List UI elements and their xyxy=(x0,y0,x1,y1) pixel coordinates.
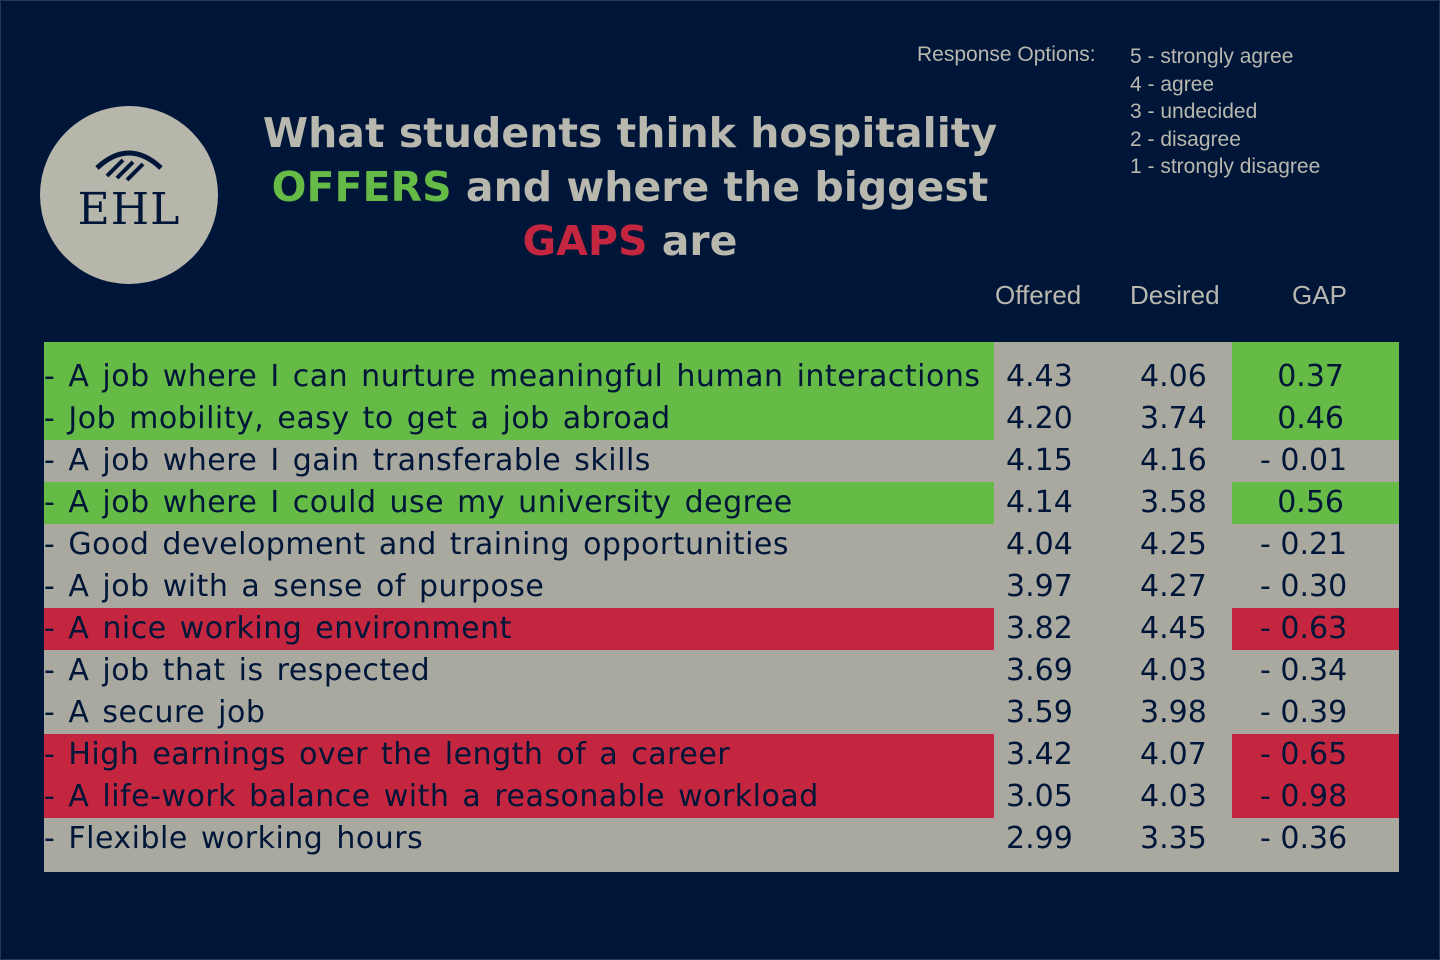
row-offered-value: 4.14 xyxy=(1006,485,1073,520)
title-line-2: OFFERS and where the biggest xyxy=(260,160,1000,214)
row-label: - High earnings over the length of a car… xyxy=(44,737,731,772)
row-label-highlight xyxy=(44,776,994,818)
row-desired-value: 3.98 xyxy=(1140,695,1207,730)
table-row: - A job where I can nurture meaningful h… xyxy=(44,342,1399,398)
row-offered-value: 2.99 xyxy=(1006,821,1073,856)
row-label: - Job mobility, easy to get a job abroad xyxy=(44,401,671,436)
ehl-arches-icon xyxy=(95,150,163,182)
row-gap-value: 0.56 xyxy=(1277,485,1344,520)
table-row: - A secure job 3.59 3.98 - 0.39 xyxy=(44,692,1399,734)
response-option: 1 - strongly disagree xyxy=(1130,155,1321,178)
row-offered-value: 3.59 xyxy=(1006,695,1073,730)
row-label: - A life-work balance with a reasonable … xyxy=(44,779,819,814)
row-gap-highlight xyxy=(1232,776,1399,818)
row-gap-value: 0.37 xyxy=(1277,359,1344,394)
row-desired-value: 4.45 xyxy=(1140,611,1207,646)
response-options-label: Response Options: xyxy=(917,43,1096,66)
row-label: - Flexible working hours xyxy=(44,821,424,856)
title-line-2-rest: and where the biggest xyxy=(465,163,989,211)
row-gap-value: - 0.65 xyxy=(1260,737,1348,772)
row-label-highlight xyxy=(44,342,994,398)
table-row: - A life-work balance with a reasonable … xyxy=(44,776,1399,818)
response-option: 5 - strongly agree xyxy=(1130,45,1294,68)
response-option: 4 - agree xyxy=(1130,72,1215,96)
row-gap-value: - 0.34 xyxy=(1260,653,1348,688)
row-label: - A secure job xyxy=(44,695,266,730)
table-row: - A job with a sense of purpose 3.97 4.27 -… xyxy=(44,566,1399,608)
response-option: 3 - undecided xyxy=(1130,100,1258,123)
table-row: - Good development and training opportun… xyxy=(44,524,1399,566)
table-row: - A nice working environment 3.82 4.45 - 0.… xyxy=(44,608,1399,650)
row-desired-value: 4.03 xyxy=(1140,779,1207,814)
row-gap-value: 0.46 xyxy=(1277,401,1344,436)
row-label-highlight xyxy=(44,608,994,650)
chart-title: What students think hospitality OFFERS a… xyxy=(260,106,1000,268)
row-desired-value: 4.07 xyxy=(1140,737,1207,772)
row-gap-highlight xyxy=(1232,482,1399,524)
row-offered-value: 3.42 xyxy=(1006,737,1073,772)
row-label: - A job where I gain transferable skills xyxy=(44,443,651,478)
row-gap-highlight xyxy=(1232,734,1399,776)
row-gap-value: - 0.21 xyxy=(1260,527,1348,562)
column-header-gap: GAP xyxy=(1292,280,1347,310)
row-desired-value: 3.58 xyxy=(1140,485,1207,520)
table-row: - Flexible working hours 2.99 3.35 - 0.36 xyxy=(44,818,1399,860)
row-desired-value: 4.25 xyxy=(1140,527,1207,562)
row-offered-value: 4.43 xyxy=(1006,359,1073,394)
row-gap-value: - 0.01 xyxy=(1260,443,1348,478)
row-gap-value: - 0.36 xyxy=(1260,821,1348,856)
row-desired-value: 4.16 xyxy=(1140,443,1207,478)
row-label: - A job where I can nurture meaningful h… xyxy=(44,359,981,394)
row-offered-value: 4.15 xyxy=(1006,443,1073,478)
row-gap-value: - 0.30 xyxy=(1260,569,1348,604)
row-gap-highlight xyxy=(1232,342,1399,398)
row-gap-highlight xyxy=(1232,398,1399,440)
table-row: - A job where I gain transferable skills… xyxy=(44,440,1399,482)
row-label: - A job that is respected xyxy=(44,653,431,688)
row-gap-highlight xyxy=(1232,608,1399,650)
row-desired-value: 4.03 xyxy=(1140,653,1207,688)
row-label-highlight xyxy=(44,482,994,524)
column-header-desired: Desired xyxy=(1130,280,1220,310)
row-desired-value: 4.27 xyxy=(1140,569,1207,604)
ehl-logo: EHL xyxy=(40,106,218,284)
row-label: - A job with a sense of purpose xyxy=(44,569,545,604)
table-row: - A job where I could use my university … xyxy=(44,482,1399,524)
row-gap-value: - 0.98 xyxy=(1260,779,1348,814)
response-options-list: 5 - strongly agree 4 - agree 3 - undecid… xyxy=(1130,43,1320,181)
title-gaps-word: GAPS xyxy=(522,217,648,265)
logo-text: EHL xyxy=(77,184,181,235)
column-header-offered: Offered xyxy=(995,280,1082,310)
response-option: 2 - disagree xyxy=(1130,127,1241,151)
title-line-3: GAPS are xyxy=(260,214,1000,268)
row-gap-value: - 0.39 xyxy=(1260,695,1348,730)
row-offered-value: 3.05 xyxy=(1006,779,1073,814)
row-desired-value: 3.35 xyxy=(1140,821,1207,856)
row-desired-value: 4.06 xyxy=(1140,359,1207,394)
row-gap-value: - 0.63 xyxy=(1260,611,1348,646)
row-offered-value: 3.82 xyxy=(1006,611,1073,646)
row-label: - Good development and training opportun… xyxy=(44,527,790,562)
row-label: - A job where I could use my university … xyxy=(44,485,793,520)
results-table: - A job where I can nurture meaningful h… xyxy=(44,342,1399,872)
row-label-highlight xyxy=(44,398,994,440)
table-row: - High earnings over the length of a car… xyxy=(44,734,1399,776)
row-desired-value: 3.74 xyxy=(1140,401,1207,436)
title-offers-word: OFFERS xyxy=(271,163,452,211)
row-label: - A nice working environment xyxy=(44,611,512,646)
row-offered-value: 3.69 xyxy=(1006,653,1073,688)
title-line-3-rest: are xyxy=(661,217,738,265)
table-row: - A job that is respected 3.69 4.03 - 0.34 xyxy=(44,650,1399,692)
row-label-highlight xyxy=(44,734,994,776)
table-row: - Job mobility, easy to get a job abroad… xyxy=(44,398,1399,440)
row-offered-value: 4.04 xyxy=(1006,527,1073,562)
row-offered-value: 3.97 xyxy=(1006,569,1073,604)
row-offered-value: 4.20 xyxy=(1006,401,1073,436)
title-line-1: What students think hospitality xyxy=(262,109,998,157)
